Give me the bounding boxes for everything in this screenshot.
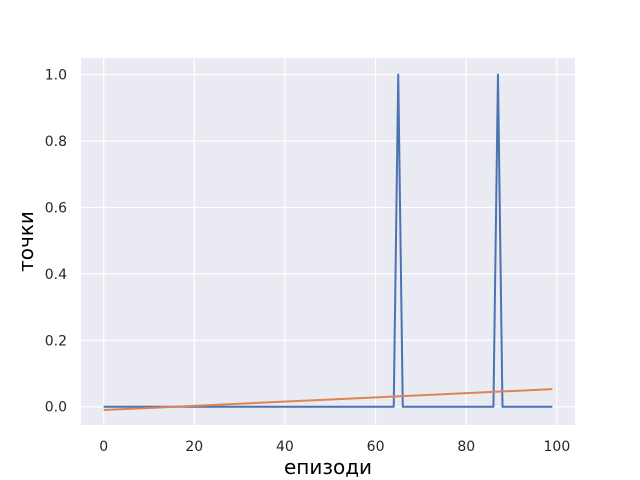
x-tick-label: 20 [185,439,203,455]
y-tick-label: 0.8 [45,134,67,150]
x-tick-label: 60 [367,439,385,455]
series-layer [103,73,553,412]
y-tick-label: 1.0 [45,68,67,84]
x-tick-label: 40 [276,439,294,455]
x-axis-label: епизоди [284,455,372,479]
x-tick-label: 0 [99,439,108,455]
y-tick-label: 0.4 [45,267,67,283]
x-axis: 0 20 40 60 80 100 [99,439,570,455]
y-axis-label: точки [14,211,38,272]
series-line-1 [103,73,553,408]
y-tick-label: 0.2 [45,333,67,349]
y-tick-label: 0.6 [45,200,67,216]
y-axis: 0.0 0.2 0.4 0.6 0.8 1.0 [45,68,67,416]
x-tick-label: 80 [457,439,475,455]
series-line-2 [103,388,553,412]
plot-area [81,58,575,425]
grid [81,58,575,425]
y-tick-label: 0.0 [45,400,67,416]
x-tick-label: 100 [544,439,571,455]
